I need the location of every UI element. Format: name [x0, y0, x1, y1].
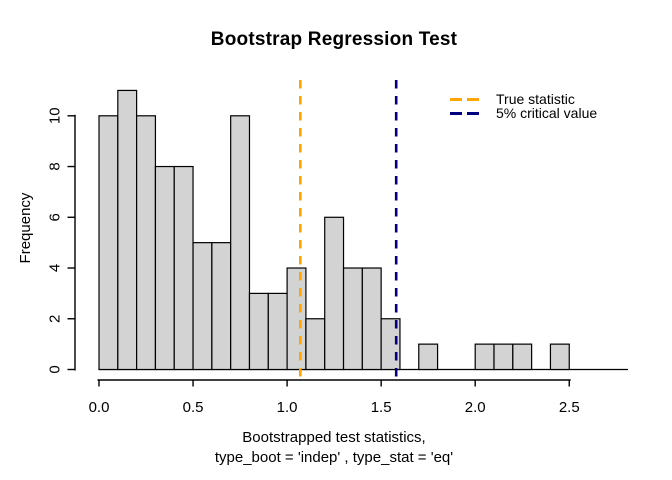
histogram-bar [117, 89, 138, 371]
x-tick-label: 1.0 [277, 399, 298, 416]
y-tick-label: 4 [47, 264, 64, 272]
x-tick-label: 2.5 [559, 399, 580, 416]
histogram-bar [154, 165, 175, 371]
y-tick-label: 0 [47, 365, 64, 373]
navy-dashed-line-icon [450, 111, 479, 115]
x-tick-label: 0.5 [183, 399, 204, 416]
x-axis-label-line2: type_boot = 'indep' , type_stat = 'eq' [214, 449, 454, 466]
legend-label-true-statistic: True statistic [496, 91, 575, 107]
histogram-bar [136, 115, 157, 371]
legend-label-critical-value: 5% critical value [496, 105, 598, 121]
histogram-bar [324, 216, 345, 371]
y-axis-label: Frequency [17, 192, 34, 264]
histogram-bar [192, 242, 213, 371]
histogram-bar [342, 267, 363, 371]
legend-entry-critical-value: 5% critical value [450, 105, 598, 121]
y-tick-label: 2 [46, 315, 63, 323]
y-tick-label: 6 [46, 213, 63, 221]
histogram-bar [286, 267, 307, 371]
histogram-bar [211, 242, 232, 371]
x-tick-label: 0.0 [89, 399, 110, 416]
x-axis-label-line1: Bootstrapped test statistics, [242, 429, 426, 446]
y-tick-label: 8 [47, 162, 64, 170]
histogram-bar [305, 318, 326, 371]
chart-title: Bootstrap Regression Test [210, 29, 458, 50]
legend: True statistic 5% critical value [450, 91, 598, 121]
histogram-bar [98, 115, 119, 371]
orange-dashed-line-icon [450, 97, 479, 101]
histogram-bar [512, 343, 533, 371]
histogram-bar [230, 115, 251, 371]
histogram-bar [418, 343, 439, 371]
x-tick-label: 2.0 [465, 399, 486, 416]
histogram-bar [361, 267, 382, 371]
y-tick-label: 10 [47, 107, 64, 124]
histogram-bar [493, 343, 514, 371]
legend-entry-true-statistic: True statistic [450, 91, 597, 107]
histogram-bar [474, 343, 495, 371]
x-tick-label: 1.5 [371, 399, 392, 416]
histogram-bar [267, 292, 288, 371]
histogram-bar [248, 292, 269, 371]
histogram-bar [173, 165, 194, 371]
histogram-bar [549, 343, 570, 371]
